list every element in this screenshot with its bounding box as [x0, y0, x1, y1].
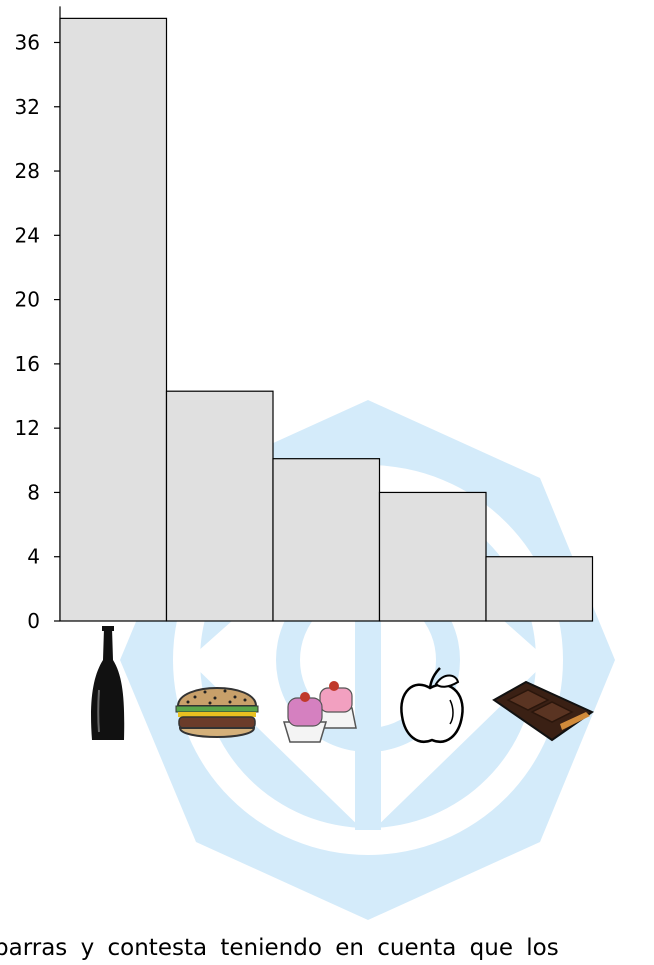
y-tick-label: 8	[27, 480, 40, 504]
bar-chocolate-bar	[485, 556, 594, 622]
apple-icon	[400, 667, 464, 743]
bar-soda-bottle	[59, 17, 168, 622]
y-tick-label: 32	[15, 95, 40, 119]
chocolate-bar-icon	[492, 680, 595, 742]
y-tick-label: 12	[15, 416, 40, 440]
bar-apple	[378, 491, 487, 622]
y-tick-label: 20	[15, 288, 40, 312]
bar-hamburger	[165, 390, 274, 622]
instruction-text: barras y contesta teniendo en cuenta que…	[0, 935, 559, 961]
y-tick-label: 36	[15, 30, 40, 54]
y-tick-label: 16	[15, 352, 40, 376]
y-tick-label: 28	[15, 159, 40, 183]
bars	[59, 17, 594, 622]
pastries-icon	[282, 681, 357, 743]
y-axis: 0 4 8 12 16 20 24 28 32 36	[15, 6, 61, 633]
soda-bottle-icon	[91, 626, 125, 740]
hamburger-icon	[175, 687, 259, 738]
y-tick-label: 0	[27, 609, 40, 633]
bar-pastries	[272, 458, 381, 622]
y-tick-label: 4	[27, 545, 40, 569]
y-tick-label: 24	[15, 223, 40, 247]
